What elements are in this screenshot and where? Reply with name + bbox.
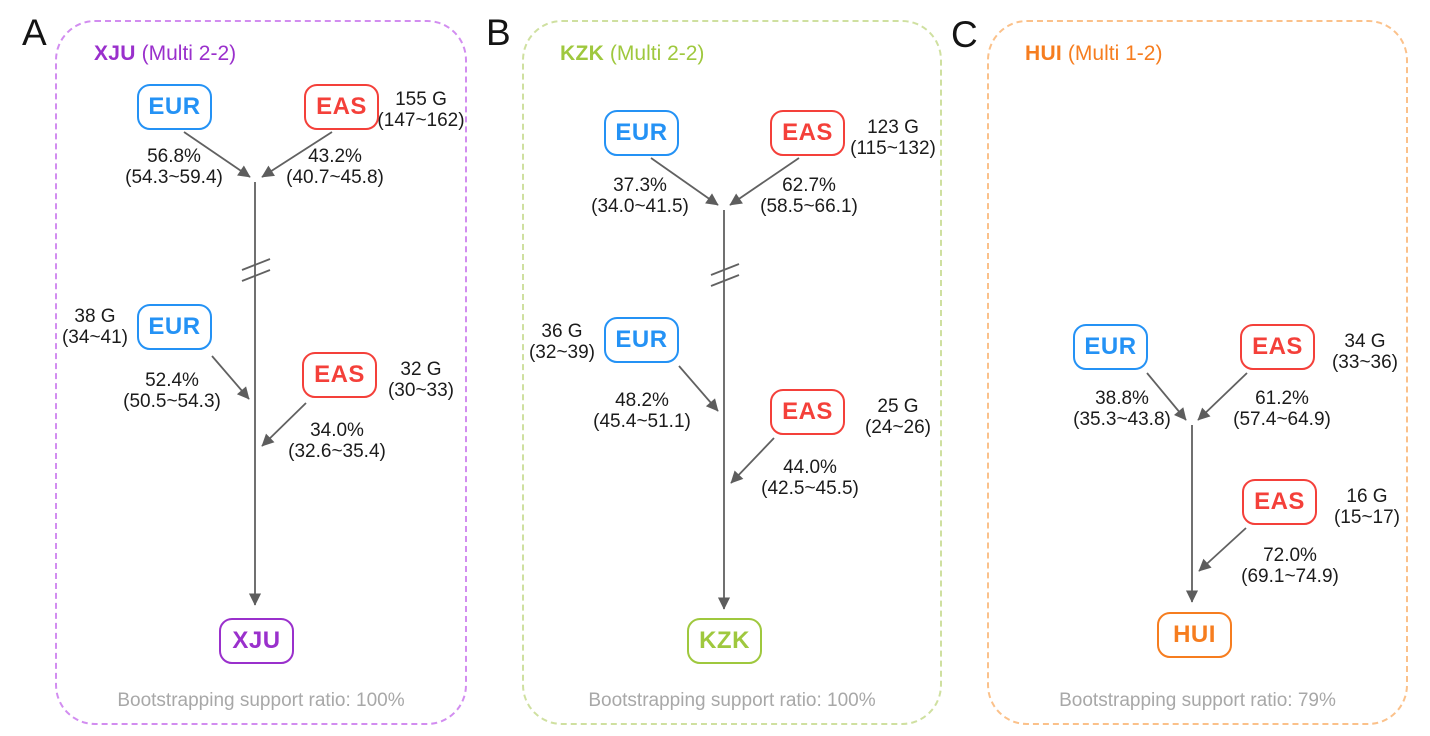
proportion-ci: (42.5~45.5) (761, 478, 859, 499)
population-name: HUI (1025, 42, 1063, 65)
admix2-left-proportion-label: 52.4% (50.5~54.3) (112, 370, 232, 412)
admix2-right-generations-label: 16 G (15~17) (1322, 486, 1412, 528)
eas-source-node-1: EAS (304, 84, 379, 130)
generations-value: 16 G (1346, 486, 1388, 507)
generations-ci: (30~33) (387, 380, 455, 401)
bootstrap-support-label: Bootstrapping support ratio: 100% (117, 690, 405, 711)
proportion-value: 56.8% (147, 146, 201, 167)
eur-source-node-1: EUR (137, 84, 212, 130)
panel-a: XJU (Multi 2-2) EUR EAS 155 G (147~162) … (55, 20, 467, 725)
proportion-ci: (40.7~45.8) (286, 167, 384, 188)
bootstrap-support-label: Bootstrapping support ratio: 79% (1059, 690, 1336, 711)
target-population-node: HUI (1157, 612, 1232, 658)
break-mark-1 (710, 263, 740, 276)
proportion-ci: (57.4~64.9) (1233, 409, 1331, 430)
admix1-left-proportion-label: 38.8% (35.3~43.8) (1062, 388, 1182, 430)
eur-source-node-2: EUR (137, 304, 212, 350)
bootstrap-support-label: Bootstrapping support ratio: 100% (588, 690, 876, 711)
proportion-ci: (54.3~59.4) (125, 167, 223, 188)
eur-source-node-1: EUR (1073, 324, 1148, 370)
proportion-value: 52.4% (145, 370, 199, 391)
eas-source-node-1: EAS (770, 110, 845, 156)
admix1-generations-label: 34 G (33~36) (1320, 331, 1410, 373)
break-mark-2 (710, 274, 740, 287)
break-mark-1 (241, 258, 271, 271)
generations-ci: (15~17) (1333, 507, 1401, 528)
proportion-value: 34.0% (310, 420, 364, 441)
proportion-ci: (35.3~43.8) (1073, 409, 1171, 430)
proportion-value: 62.7% (782, 175, 836, 196)
generations-value: 34 G (1344, 331, 1386, 352)
generations-ci: (34~41) (61, 327, 129, 348)
generations-value: 25 G (877, 396, 919, 417)
proportion-value: 72.0% (1263, 545, 1317, 566)
eas-source-node-2: EAS (302, 352, 377, 398)
population-name: XJU (94, 42, 136, 65)
proportion-ci: (69.1~74.9) (1241, 566, 1339, 587)
admix2-right-proportion-label: 34.0% (32.6~35.4) (277, 420, 397, 462)
eur-source-node-1: EUR (604, 110, 679, 156)
admix2-right-generations-label: 32 G (30~33) (376, 359, 466, 401)
panel-a-letter: A (22, 12, 47, 53)
admix2-left-generations-label: 38 G (34~41) (59, 306, 131, 348)
proportion-ci: (32.6~35.4) (288, 441, 386, 462)
generations-value: 155 G (395, 89, 447, 110)
proportion-ci: (34.0~41.5) (591, 196, 689, 217)
panel-b-title: KZK (Multi 2-2) (560, 42, 704, 66)
admix2-left-generations-label: 36 G (32~39) (526, 321, 598, 363)
generations-value: 123 G (867, 117, 919, 138)
proportion-value: 38.8% (1095, 388, 1149, 409)
generations-ci: (147~162) (377, 110, 465, 131)
proportion-ci: (50.5~54.3) (123, 391, 221, 412)
eas-source-node-1: EAS (1240, 324, 1315, 370)
proportion-ci: (58.5~66.1) (760, 196, 858, 217)
proportion-ci: (45.4~51.1) (593, 411, 691, 432)
admix2-left-proportion-label: 48.2% (45.4~51.1) (582, 390, 702, 432)
admix2-right-generations-label: 25 G (24~26) (853, 396, 943, 438)
panel-c: HUI (Multi 1-2) EUR EAS 34 G (33~36) 38.… (987, 20, 1408, 725)
proportion-value: 44.0% (783, 457, 837, 478)
break-mark-2 (241, 269, 271, 282)
admix1-generations-label: 123 G (115~132) (848, 117, 938, 159)
target-population-node: KZK (687, 618, 762, 664)
model-label: (Multi 2-2) (609, 42, 705, 65)
proportion-value: 61.2% (1255, 388, 1309, 409)
generations-ci: (32~39) (528, 342, 596, 363)
admix1-right-proportion-label: 43.2% (40.7~45.8) (275, 146, 395, 188)
eas-source-node-2: EAS (770, 389, 845, 435)
panel-b: KZK (Multi 2-2) EUR EAS 123 G (115~132) … (522, 20, 942, 725)
generations-ci: (24~26) (864, 417, 932, 438)
panel-c-letter: C (951, 14, 978, 55)
admix1-left-proportion-label: 56.8% (54.3~59.4) (114, 146, 234, 188)
target-population-node: XJU (219, 618, 294, 664)
proportion-value: 48.2% (615, 390, 669, 411)
panel-b-letter: B (486, 12, 511, 53)
eur-source-node-2: EUR (604, 317, 679, 363)
admix1-right-proportion-label: 61.2% (57.4~64.9) (1222, 388, 1342, 430)
model-label: (Multi 2-2) (141, 42, 237, 65)
generations-value: 36 G (541, 321, 583, 342)
panel-c-title: HUI (Multi 1-2) (1025, 42, 1162, 66)
eas-source-node-2: EAS (1242, 479, 1317, 525)
generations-ci: (115~132) (850, 138, 936, 159)
population-name: KZK (560, 42, 605, 65)
model-label: (Multi 1-2) (1067, 42, 1163, 65)
generations-value: 38 G (74, 306, 116, 327)
admix1-generations-label: 155 G (147~162) (376, 89, 466, 131)
admix1-right-proportion-label: 62.7% (58.5~66.1) (749, 175, 869, 217)
panel-a-title: XJU (Multi 2-2) (94, 42, 236, 66)
generations-value: 32 G (400, 359, 442, 380)
generations-ci: (33~36) (1331, 352, 1399, 373)
proportion-value: 37.3% (613, 175, 667, 196)
admix2-right-proportion-label: 44.0% (42.5~45.5) (750, 457, 870, 499)
admix1-left-proportion-label: 37.3% (34.0~41.5) (580, 175, 700, 217)
proportion-value: 43.2% (308, 146, 362, 167)
admix2-right-proportion-label: 72.0% (69.1~74.9) (1230, 545, 1350, 587)
